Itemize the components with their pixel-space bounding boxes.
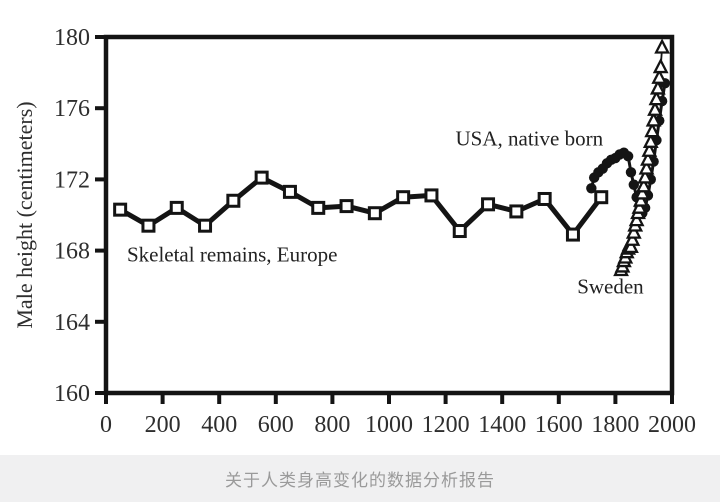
x-tick-label: 1400 [478, 412, 526, 438]
marker-circle [622, 151, 634, 162]
marker-square [282, 184, 297, 199]
marker-triangle [638, 159, 655, 175]
series-label-0: Skeletal remains, Europe [127, 242, 338, 266]
series-label-2: Sweden [577, 274, 644, 298]
y-tick-label: 164 [54, 310, 90, 336]
x-tick-label: 200 [145, 412, 181, 438]
marker-triangle [632, 191, 649, 207]
marker-triangle [654, 38, 670, 54]
x-tick-label: 1200 [422, 412, 470, 438]
marker-triangle [652, 57, 669, 74]
marker-square [198, 218, 213, 233]
marker-square [113, 202, 128, 217]
marker-square [396, 190, 411, 205]
marker-square [565, 227, 580, 242]
x-tick-label: 1800 [591, 412, 639, 438]
marker-triangle [642, 132, 659, 148]
marker-triangle [637, 168, 654, 184]
y-tick-label: 168 [54, 239, 90, 265]
series-line-0 [118, 175, 604, 238]
marker-triangle [634, 184, 651, 200]
marker-triangle [625, 223, 642, 239]
marker-square [481, 197, 496, 212]
y-tick-label: 172 [54, 167, 90, 193]
x-tick-label: 1000 [365, 412, 413, 438]
marker-triangle [624, 230, 641, 246]
y-tick-label: 176 [54, 96, 90, 122]
marker-triangle [647, 100, 663, 116]
marker-square [339, 199, 354, 214]
male-height-chart: 0 200 400 600 800 1000 1200 1400 1600 1800 2000 160… [12, 25, 696, 438]
marker-triangle [641, 141, 658, 157]
marker-circle [586, 183, 597, 194]
marker-triangle [640, 150, 656, 166]
marker-triangle [628, 211, 645, 227]
marker-square [509, 204, 524, 219]
marker-triangle [648, 89, 665, 106]
x-tick-label: 600 [258, 412, 294, 438]
marker-triangle [649, 79, 666, 95]
marker-square [226, 193, 241, 208]
caption-bar: 关于人类身高变化的数据分析报告 [0, 455, 720, 502]
marker-square [169, 200, 184, 215]
marker-triangle [623, 237, 639, 253]
y-tick-label: 160 [54, 381, 90, 407]
x-tick-label: 800 [314, 412, 350, 438]
x-tick-label: 400 [201, 412, 237, 438]
marker-square [254, 170, 269, 185]
y-axis-title: Male height (centimeters) [12, 101, 37, 328]
marker-square [424, 188, 439, 203]
x-tick-label: 0 [100, 412, 112, 438]
marker-circle [628, 179, 639, 190]
marker-square [452, 224, 467, 239]
marker-square [367, 206, 382, 221]
caption-text: 关于人类身高变化的数据分析报告 [225, 471, 495, 491]
marker-triangle [645, 111, 662, 127]
marker-square [141, 218, 156, 233]
marker-triangle [644, 122, 661, 138]
marker-square [537, 191, 552, 206]
series-label-1: USA, native born [456, 127, 604, 151]
y-tick-label: 180 [54, 25, 90, 51]
marker-triangle [635, 177, 652, 193]
marker-square [594, 190, 609, 205]
marker-triangle [651, 68, 668, 84]
marker-square [311, 200, 326, 215]
plot-frame [103, 34, 675, 396]
marker-circle [625, 167, 637, 178]
x-tick-label: 1600 [535, 412, 583, 438]
height-chart-area: 0 200 400 600 800 1000 1200 1400 1600 1800 2000 160… [12, 25, 696, 438]
x-tick-label: 2000 [648, 412, 696, 438]
marker-triangle [631, 198, 648, 214]
